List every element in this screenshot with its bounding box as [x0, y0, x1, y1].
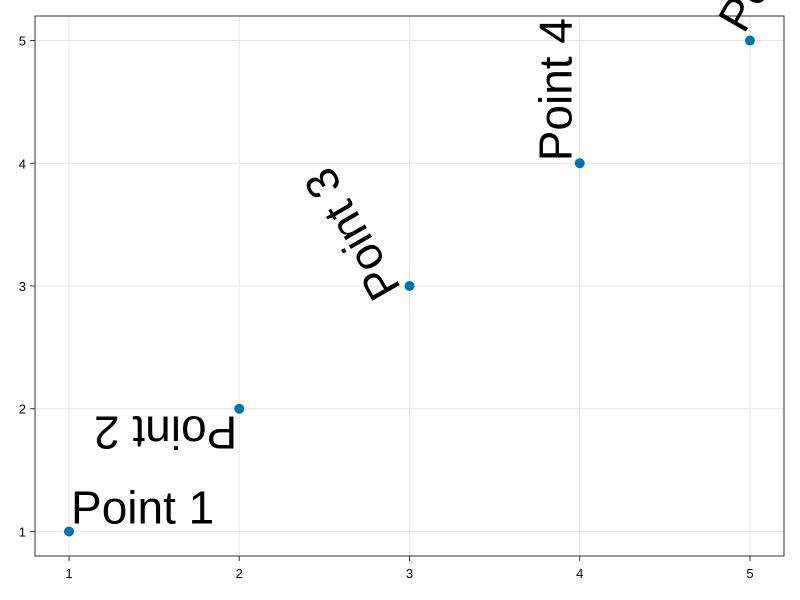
- data-point: [744, 35, 755, 46]
- y-tick-label: 3: [19, 279, 26, 294]
- grid: [35, 16, 784, 556]
- point-label: Point 5: [708, 0, 800, 40]
- data-point: [234, 403, 245, 414]
- point-label: Point 4: [530, 18, 582, 161]
- y-tick-label: 2: [19, 402, 26, 417]
- x-tick-label: 3: [406, 566, 413, 581]
- point-labels: Point 1 Point 2 Point 3 Point 4 Point 5: [71, 0, 800, 533]
- y-tick-label: 4: [19, 156, 26, 171]
- data-point: [574, 158, 585, 169]
- y-tick-label: 1: [19, 524, 26, 539]
- point-label: Point 2: [94, 407, 237, 459]
- x-tick-label: 1: [65, 566, 72, 581]
- x-tick-label: 2: [236, 566, 243, 581]
- ticks: 1 2 3 4 5 1 2 3 4 5: [19, 34, 754, 581]
- x-tick-label: 5: [746, 566, 753, 581]
- data-points: [64, 35, 755, 537]
- data-point: [404, 281, 415, 291]
- x-tick-label: 4: [576, 566, 583, 581]
- y-tick-label: 5: [19, 34, 26, 49]
- data-point: [64, 526, 75, 537]
- point-label: Point 3: [294, 159, 411, 309]
- point-label: Point 1: [71, 481, 214, 533]
